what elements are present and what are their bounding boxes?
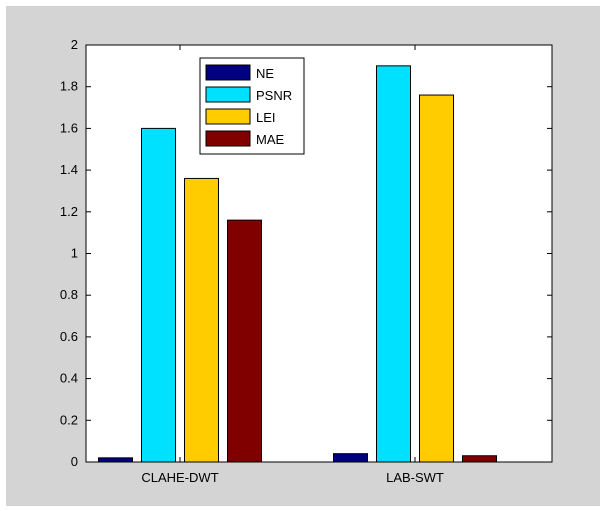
bar-mae-lab-swt xyxy=(462,455,497,463)
legend-label-ne: NE xyxy=(256,66,274,81)
legend-swatch-ne xyxy=(205,64,251,81)
y-tick-label: 1.6 xyxy=(60,120,78,135)
y-tick-label: 2 xyxy=(71,37,78,52)
y-tick-label: 0.8 xyxy=(60,287,78,302)
y-tick-label: 0.2 xyxy=(60,412,78,427)
y-tick-label: 0.4 xyxy=(60,371,78,386)
legend-label-mae: MAE xyxy=(256,132,285,147)
bar-series: CLAHE-DWT LAB-SWT xyxy=(98,45,497,485)
y-tick-label: 1.4 xyxy=(60,162,78,177)
axis-ticks: 0 0.2 0.4 0.6 0.8 1 1.2 1.4 1.6 1.8 2 xyxy=(60,37,552,469)
legend-label-psnr: PSNR xyxy=(256,88,292,103)
bar-mae-clahe-dwt xyxy=(227,219,262,463)
legend-swatch-mae xyxy=(205,130,251,147)
bar-psnr-lab-swt xyxy=(376,65,411,463)
x-tick-label: CLAHE-DWT xyxy=(141,470,218,485)
bar-lei-clahe-dwt xyxy=(184,177,219,463)
legend-swatch-lei xyxy=(205,108,251,125)
legend-label-lei: LEI xyxy=(256,110,276,125)
bar-psnr-clahe-dwt xyxy=(141,127,176,463)
y-tick-label: 1.2 xyxy=(60,204,78,219)
legend-swatch-psnr xyxy=(205,86,251,103)
y-tick-label: 1 xyxy=(71,246,78,261)
y-tick-label: 0 xyxy=(71,454,78,469)
x-tick-label: LAB-SWT xyxy=(386,470,444,485)
bar-lei-lab-swt xyxy=(419,94,454,463)
bar-ne-lab-swt xyxy=(333,453,368,463)
legend: NE PSNR LEI MAE xyxy=(199,57,305,155)
y-tick-label: 0.6 xyxy=(60,329,78,344)
y-tick-label: 1.8 xyxy=(60,79,78,94)
bar-ne-clahe-dwt xyxy=(98,457,133,463)
